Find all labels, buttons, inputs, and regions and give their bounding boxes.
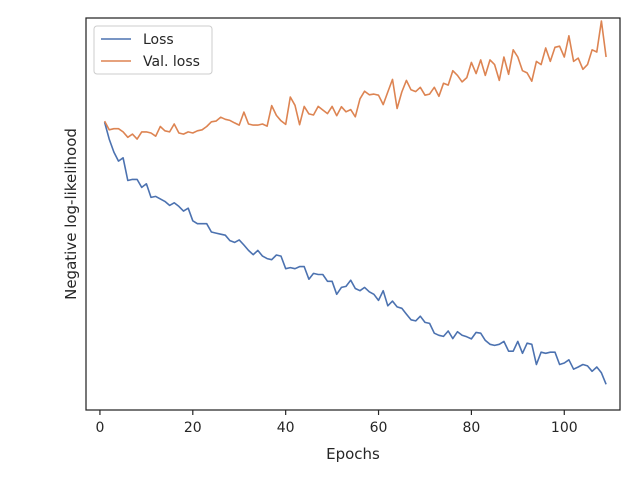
- x-tick-label: 20: [184, 420, 202, 436]
- series-line-val-loss: [103, 20, 607, 140]
- x-tick-label: 80: [462, 420, 480, 436]
- x-axis-ticks: 0 20 40 60 80 100: [95, 410, 578, 436]
- series-line-loss: [103, 121, 607, 385]
- legend: Loss Val. loss: [93, 25, 213, 75]
- y-axis-label: Negative log-likelihood: [62, 128, 80, 300]
- x-tick-label: 0: [95, 420, 104, 436]
- legend-box: [93, 25, 213, 75]
- x-axis-label: Epochs: [326, 445, 380, 463]
- x-tick-label: 60: [370, 420, 388, 436]
- x-tick-label: 100: [551, 420, 578, 436]
- plot-frame: [85, 17, 621, 411]
- series-layer: [103, 20, 607, 385]
- x-tick-label: 40: [277, 420, 295, 436]
- legend-label-val-loss: Val. loss: [143, 54, 200, 70]
- legend-label-loss: Loss: [143, 32, 174, 48]
